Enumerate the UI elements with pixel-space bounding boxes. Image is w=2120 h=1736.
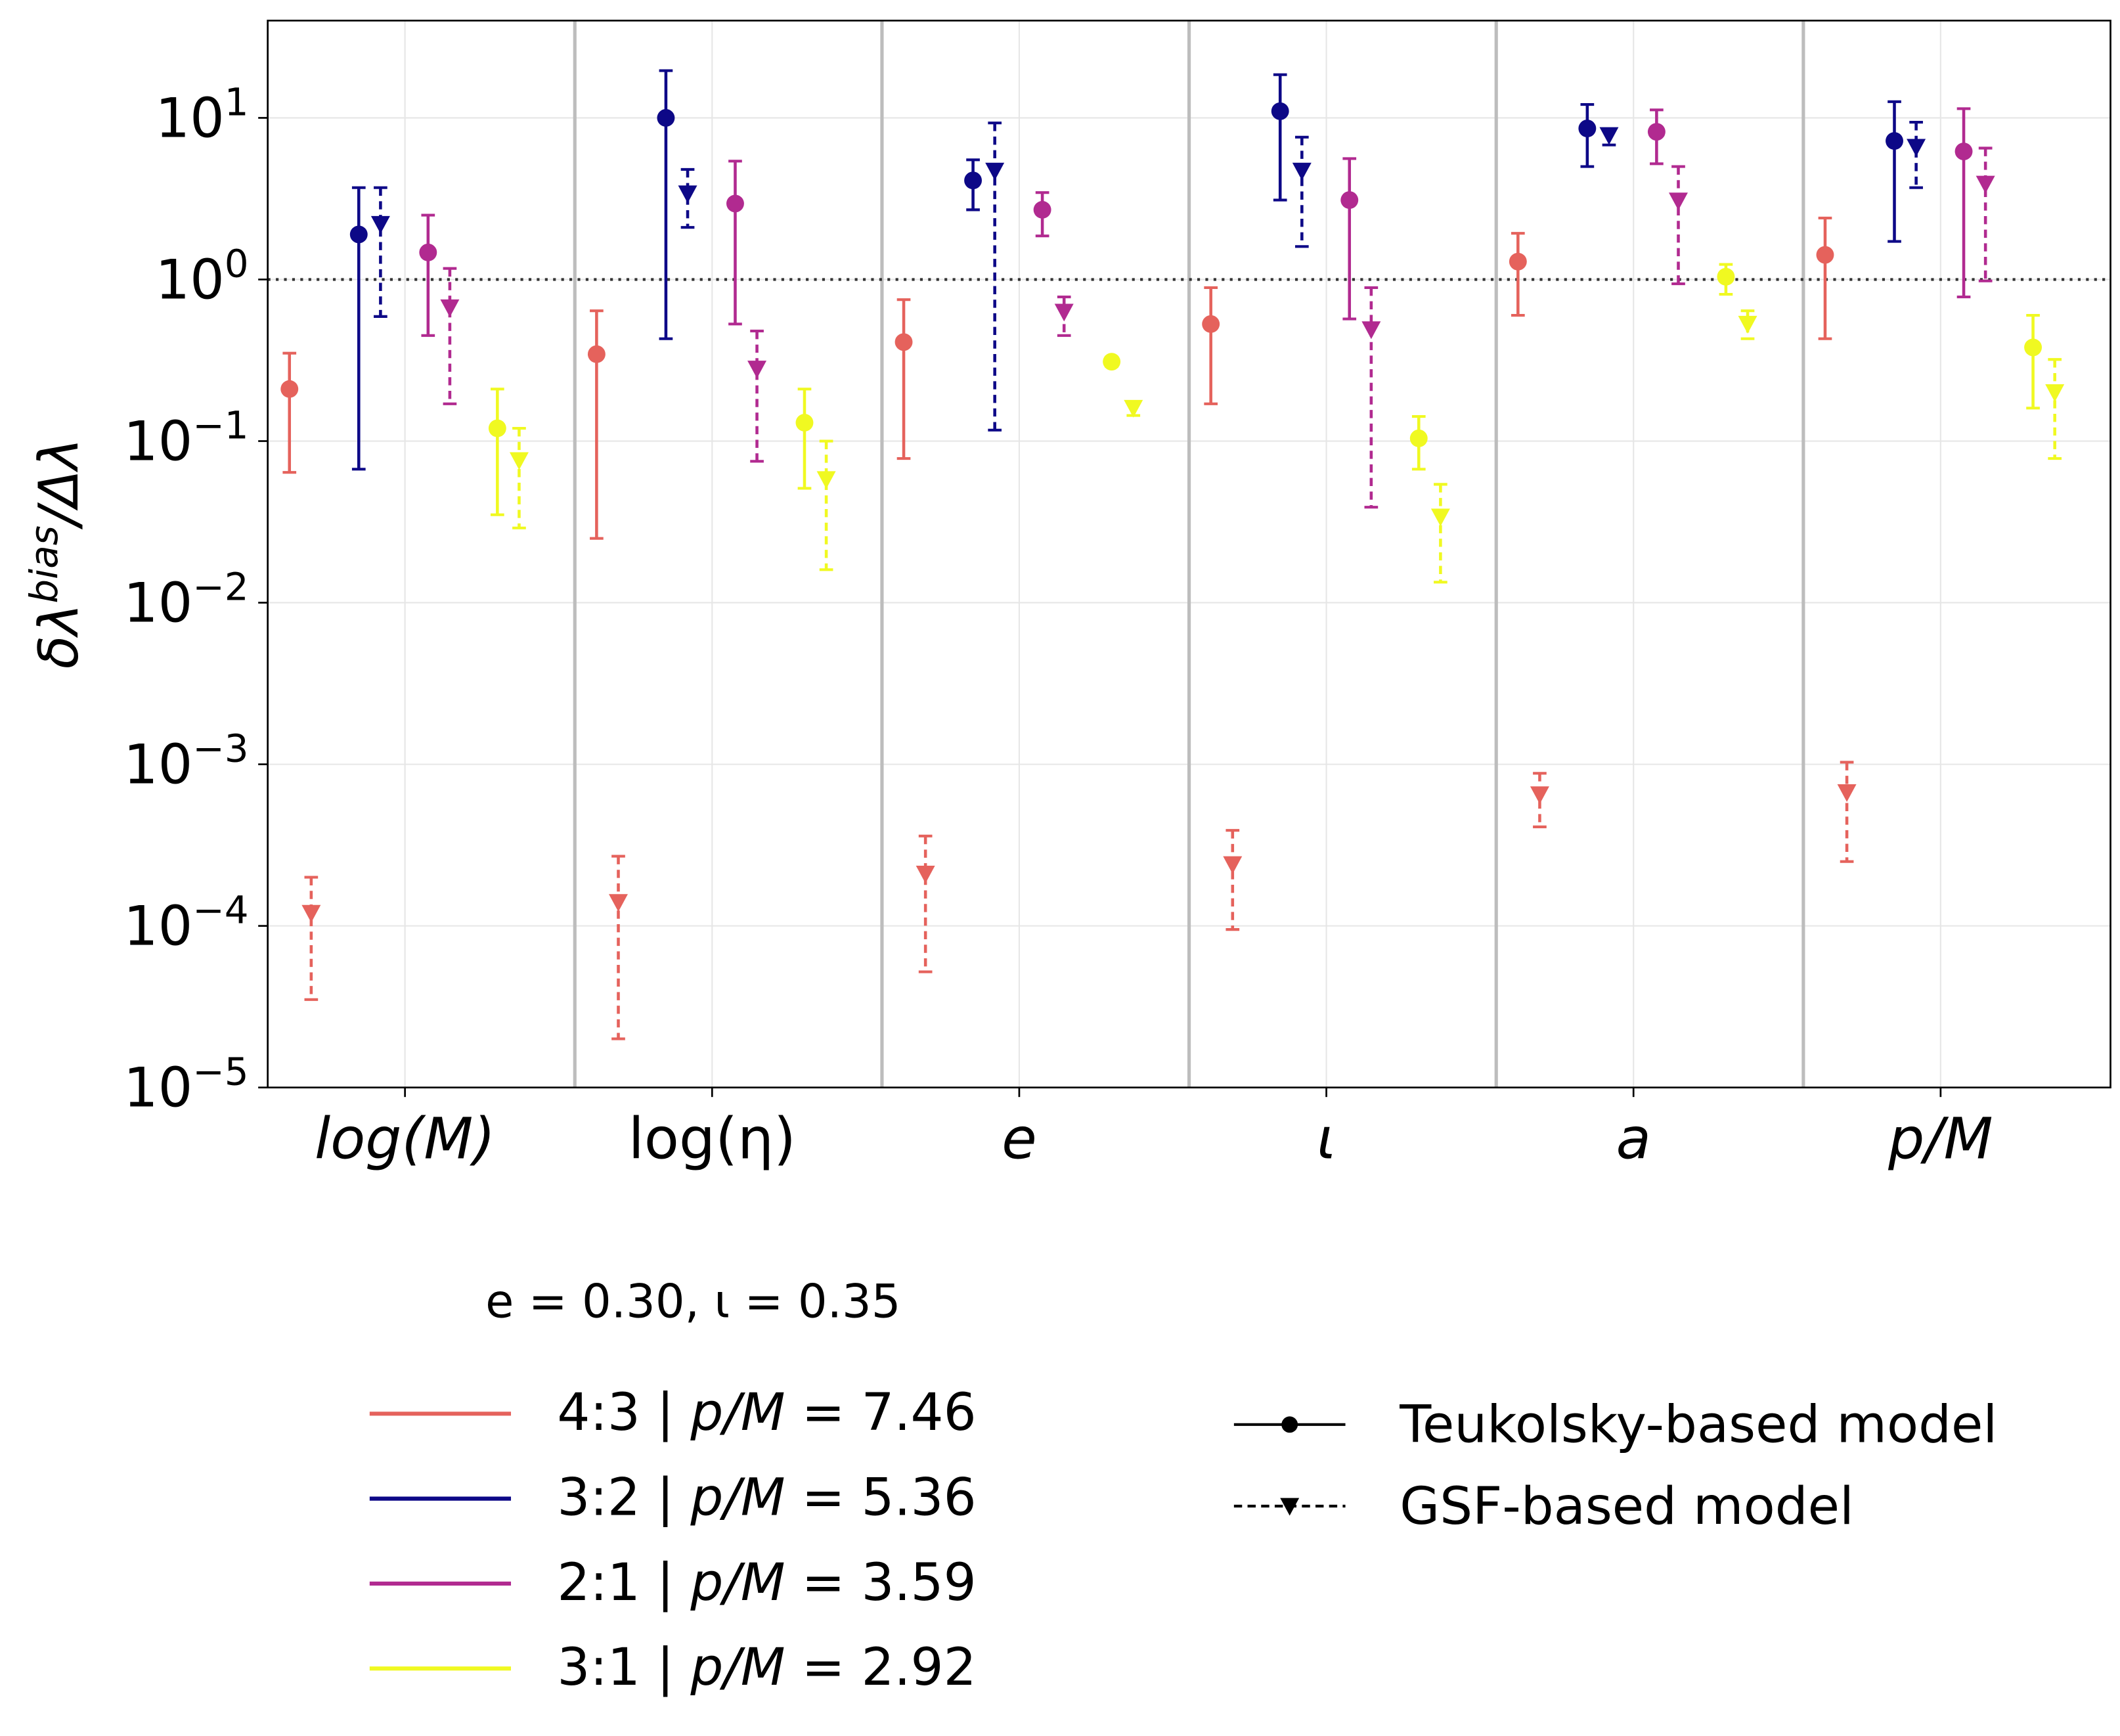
triangle-down-marker (1280, 1498, 1300, 1516)
teukolsky-point (280, 380, 299, 398)
y-tick-label: 10−1 (123, 403, 249, 473)
teukolsky-point (1509, 252, 1527, 271)
y-tick-label: 10−4 (123, 888, 249, 958)
x-tick-label: p/M (1888, 1105, 1993, 1172)
gsf-point (1669, 192, 1688, 211)
gsf-point (1837, 784, 1857, 802)
teukolsky-point (964, 171, 983, 190)
plot-frame (267, 19, 2111, 1089)
gsf-point (1124, 399, 1143, 418)
legend-entry: 2:1 | p/M = 3.59 (557, 1552, 976, 1613)
teukolsky-point (1409, 429, 1428, 447)
y-tick-label: 101 (156, 79, 249, 150)
data-marks (280, 69, 2065, 1040)
y-tick-label: 10−5 (123, 1050, 249, 1120)
legend: 4:3 | p/M = 7.46 3:2 | p/M = 5.36 2:1 | p/… (369, 1382, 977, 1697)
gsf-point (2045, 384, 2065, 402)
model-legend-label: Teukolsky-based model (1399, 1394, 1997, 1455)
gsf-point (1976, 175, 1995, 194)
gsf-point (1530, 786, 1549, 805)
teukolsky-point (1202, 315, 1220, 333)
legend-entry: 3:2 | p/M = 5.36 (557, 1467, 976, 1527)
teukolsky-point (488, 419, 506, 437)
teukolsky-point (587, 345, 606, 363)
model-legend: Teukolsky-based model GSF-based model (1233, 1394, 1997, 1536)
legend-title: e = 0.30, ι = 0.35 (485, 1274, 900, 1328)
teukolsky-point (419, 243, 437, 261)
circle-marker (1281, 1416, 1298, 1433)
gsf-point (1430, 508, 1450, 527)
teukolsky-point (1886, 132, 1903, 150)
legend-entry: 3:1 | p/M = 2.92 (557, 1637, 976, 1697)
series-2-1 (419, 107, 1995, 509)
teukolsky-point (1954, 143, 1973, 160)
gsf-point (1292, 162, 1312, 181)
teukolsky-point (2024, 338, 2043, 357)
gsf-point (1361, 321, 1381, 340)
gsf-point (1907, 139, 1926, 157)
x-tick-label: log(M) (315, 1105, 495, 1172)
gsf-point (816, 471, 836, 489)
teukolsky-point (1103, 353, 1121, 371)
x-tick-label: a (1616, 1105, 1651, 1172)
group-separators (573, 20, 1805, 1088)
series-3-2 (349, 69, 1926, 471)
x-ticks: log(M) log(η) e ι a p/M (315, 1087, 1993, 1172)
teukolsky-point (1717, 267, 1735, 286)
teukolsky-point (1033, 200, 1051, 219)
gsf-point (747, 361, 767, 379)
gsf-point (370, 215, 390, 234)
x-tick-label: log(η) (629, 1105, 796, 1172)
teukolsky-point (1816, 246, 1834, 264)
gsf-point (916, 865, 935, 883)
teukolsky-point (1647, 123, 1666, 141)
teukolsky-point (726, 194, 744, 213)
gsf-point (440, 299, 460, 317)
teukolsky-point (1271, 102, 1289, 120)
teukolsky-point (349, 225, 368, 244)
x-tick-label: ι (1317, 1105, 1336, 1172)
teukolsky-point (795, 414, 814, 432)
model-legend-label: GSF-based model (1400, 1476, 1854, 1536)
gsf-point (509, 452, 529, 470)
y-tick-label: 100 (156, 241, 249, 311)
gsf-point (609, 894, 628, 912)
gsf-point (1223, 856, 1243, 874)
y-tick-label: 10−2 (123, 564, 249, 634)
series-3-1 (488, 263, 2065, 584)
teukolsky-point (1578, 120, 1597, 138)
x-tick-label: e (1002, 1105, 1036, 1172)
gsf-point (985, 162, 1005, 181)
gsf-point (301, 904, 321, 923)
y-tick-label: 10−3 (123, 726, 249, 796)
y-axis-label: δλbias/Δλ (22, 438, 91, 669)
gsf-point (1599, 127, 1619, 145)
series-4-3 (280, 216, 1857, 1040)
teukolsky-point (1340, 191, 1359, 210)
gsf-point (1738, 315, 1757, 334)
gsf-point (1054, 303, 1074, 322)
gsf-point (678, 185, 697, 204)
y-ticks: 101 100 10−1 10−2 10−3 10−4 10−5 (123, 79, 268, 1120)
legend-entry: 4:3 | p/M = 7.46 (557, 1382, 976, 1442)
teukolsky-point (657, 109, 675, 127)
teukolsky-point (894, 333, 913, 351)
